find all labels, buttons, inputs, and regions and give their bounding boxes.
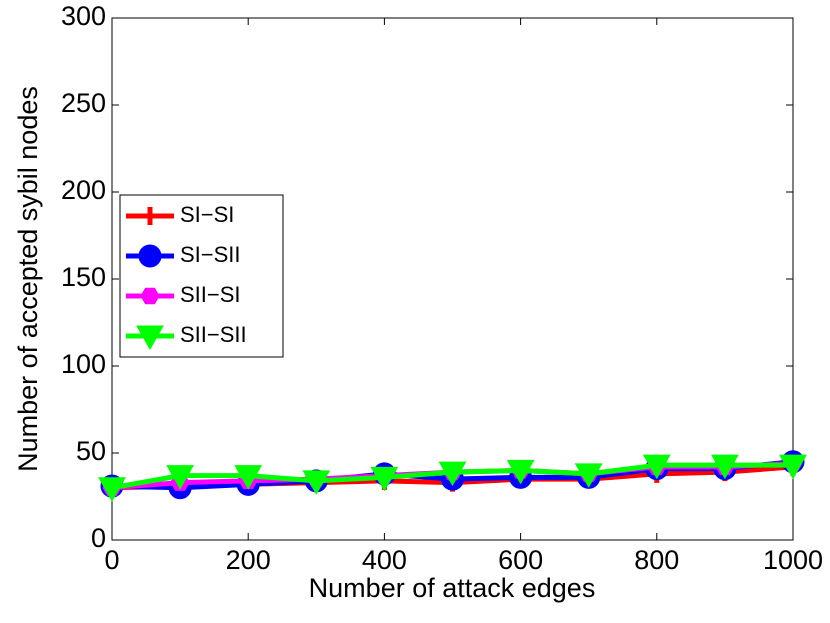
legend-marker bbox=[141, 207, 159, 225]
marker bbox=[166, 465, 194, 490]
marker bbox=[574, 463, 603, 488]
marker bbox=[234, 465, 263, 490]
y-axis-label: Number of accepted sybil nodes bbox=[13, 86, 43, 472]
x-tick-label: 0 bbox=[104, 545, 119, 575]
marker bbox=[370, 466, 399, 492]
marker bbox=[506, 459, 535, 485]
x-tick-label: 800 bbox=[634, 545, 679, 575]
y-tick-label: 150 bbox=[61, 262, 106, 292]
legend-label: SII−SI bbox=[180, 282, 241, 307]
legend-marker bbox=[138, 244, 162, 268]
marker bbox=[711, 454, 739, 480]
legend-label: SI−SII bbox=[180, 242, 241, 267]
marker bbox=[642, 454, 671, 480]
marker bbox=[438, 461, 467, 487]
marker bbox=[779, 454, 807, 480]
legend-label: SII−SII bbox=[180, 322, 247, 347]
y-tick-label: 50 bbox=[76, 436, 106, 466]
x-axis-label: Number of attack edges bbox=[309, 573, 596, 603]
y-tick-label: 300 bbox=[61, 1, 106, 31]
legend-label: SI−SI bbox=[180, 202, 234, 227]
marker bbox=[98, 477, 126, 502]
x-tick-label: 400 bbox=[362, 545, 407, 575]
legend-marker bbox=[140, 287, 160, 305]
y-tick-label: 100 bbox=[61, 349, 106, 379]
marker bbox=[302, 470, 331, 495]
y-tick-label: 250 bbox=[61, 88, 106, 118]
y-tick-label: 200 bbox=[61, 175, 106, 205]
legend-marker bbox=[136, 325, 164, 351]
x-tick-label: 600 bbox=[498, 545, 543, 575]
x-tick-label: 1000 bbox=[763, 545, 823, 575]
x-tick-label: 200 bbox=[226, 545, 271, 575]
y-tick-label: 0 bbox=[91, 523, 106, 553]
